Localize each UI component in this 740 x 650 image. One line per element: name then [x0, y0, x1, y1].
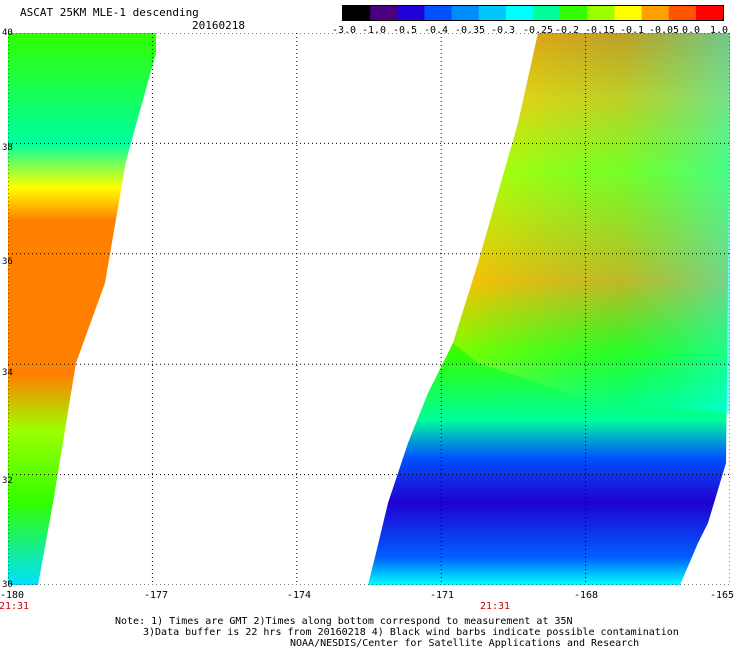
swath-time-right: 21:31: [479, 601, 511, 612]
colorbar: [342, 5, 724, 21]
lon-label--165: -165: [709, 590, 735, 601]
lat-label-40: 40: [2, 28, 13, 38]
colorbar-label: -0.4: [423, 25, 449, 36]
colorbar-swatch: [560, 6, 588, 20]
colorbar-label: 0.0: [681, 25, 701, 36]
lat-label-32: 32: [2, 476, 13, 486]
colorbar-swatch: [370, 6, 398, 20]
map-area: [8, 33, 730, 585]
lon-label--174: -174: [286, 590, 312, 601]
colorbar-swatch: [668, 6, 697, 20]
colorbar-swatch: [533, 6, 561, 20]
swath-time-left: 21:31: [0, 601, 30, 612]
lon-label--171: -171: [429, 590, 455, 601]
colorbar-label: -0.25: [522, 25, 554, 36]
swath-left: [8, 33, 156, 585]
map-svg: [8, 33, 730, 585]
colorbar-swatch: [641, 6, 670, 20]
colorbar-label: 1.0: [709, 25, 729, 36]
lat-label-36: 36: [2, 257, 13, 267]
colorbar-swatch: [587, 6, 615, 20]
colorbar-swatch: [397, 6, 425, 20]
lat-label-34: 34: [2, 368, 13, 378]
colorbar-swatch: [451, 6, 480, 20]
note-line-2: 3)Data buffer is 22 hrs from 20160218 4)…: [143, 627, 679, 638]
colorbar-label: -0.5: [392, 25, 418, 36]
colorbar-swatch: [343, 6, 371, 20]
colorbar-swatch: [478, 6, 507, 20]
note-line-1: Note: 1) Times are GMT 2)Times along bot…: [115, 616, 573, 627]
lon-label--168: -168: [573, 590, 599, 601]
colorbar-label: -3.0: [331, 25, 357, 36]
note-line-3: NOAA/NESDIS/Center for Satellite Applica…: [290, 638, 640, 649]
colorbar-label: -0.1: [619, 25, 645, 36]
lon-label--180: -180: [0, 590, 25, 601]
colorbar-label: -0.35: [454, 25, 486, 36]
colorbar-swatch: [505, 6, 534, 20]
lat-label-30: 30: [2, 580, 13, 590]
product-title: ASCAT 25KM MLE-1 descending: [20, 6, 199, 19]
colorbar-label: -0.3: [490, 25, 516, 36]
colorbar-label: -0.15: [584, 25, 616, 36]
colorbar-swatch: [695, 6, 723, 20]
colorbar-label: -0.05: [648, 25, 680, 36]
map-grid: [8, 33, 730, 585]
product-date: 20160218: [192, 19, 245, 32]
lon-label--177: -177: [143, 590, 169, 601]
lat-label-38: 38: [2, 143, 13, 153]
colorbar-label: -1.0: [361, 25, 387, 36]
colorbar-labels: -3.0 -1.0 -0.5 -0.4 -0.35 -0.3 -0.25 -0.…: [330, 25, 730, 37]
colorbar-swatch: [614, 6, 643, 20]
colorbar-swatch: [424, 6, 453, 20]
swath-right-tint: [453, 33, 730, 413]
colorbar-label: -0.2: [554, 25, 580, 36]
